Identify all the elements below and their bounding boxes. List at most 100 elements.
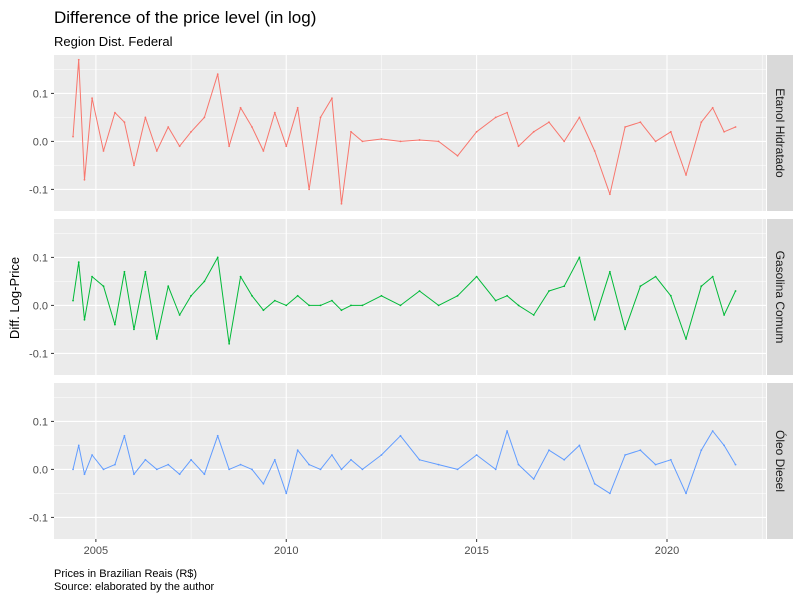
data-point-etanol-hidratado	[578, 116, 581, 119]
data-point-oleo-diesel	[361, 468, 364, 471]
data-point-oleo-diesel	[517, 463, 520, 466]
data-point-etanol-hidratado	[123, 121, 126, 124]
data-point-oleo-diesel	[608, 492, 611, 495]
data-point-gasolina-comum	[331, 299, 333, 302]
data-point-oleo-diesel	[340, 468, 343, 471]
y-tick-label: -0.1	[29, 348, 48, 360]
caption-line-2: Source: elaborated by the author	[54, 581, 215, 593]
data-point-oleo-diesel	[228, 468, 231, 471]
x-tick-label: 2015	[464, 545, 488, 557]
data-point-oleo-diesel	[102, 468, 105, 471]
panel-etanol-hidratado: -0.1 0.0 0.1 Etanol Hidratado	[29, 55, 793, 211]
data-point-etanol-hidratado	[216, 73, 219, 76]
data-point-gasolina-comum	[102, 285, 105, 288]
data-point-oleo-diesel	[578, 444, 581, 447]
data-point-gasolina-comum	[506, 294, 508, 297]
data-point-gasolina-comum	[639, 285, 642, 288]
data-point-gasolina-comum	[578, 256, 581, 259]
data-point-oleo-diesel	[700, 449, 703, 452]
data-point-oleo-diesel	[273, 458, 276, 461]
data-point-oleo-diesel	[723, 444, 726, 447]
data-point-gasolina-comum	[319, 304, 322, 307]
data-point-etanol-hidratado	[593, 150, 596, 152]
panel-oleo-diesel: -0.1 0.0 0.1 Óleo Diesel	[29, 383, 793, 539]
data-point-gasolina-comum	[114, 323, 116, 326]
data-point-oleo-diesel	[456, 468, 459, 471]
data-point-gasolina-comum	[418, 290, 421, 292]
x-axis: 2005 2010 2015 2020	[84, 539, 679, 557]
data-point-etanol-hidratado	[711, 106, 714, 109]
y-tick-label: -0.1	[29, 184, 48, 196]
data-point-gasolina-comum	[350, 304, 352, 307]
data-point-etanol-hidratado	[203, 116, 206, 119]
data-point-etanol-hidratado	[319, 116, 322, 119]
data-point-oleo-diesel	[144, 458, 147, 461]
data-point-gasolina-comum	[624, 328, 627, 331]
data-point-etanol-hidratado	[517, 145, 520, 148]
data-point-gasolina-comum	[83, 318, 86, 321]
data-point-oleo-diesel	[91, 454, 93, 456]
data-point-oleo-diesel	[155, 468, 158, 471]
data-point-gasolina-comum	[361, 304, 364, 307]
data-point-gasolina-comum	[285, 304, 288, 307]
data-point-etanol-hidratado	[475, 130, 478, 133]
series-line-etanol-hidratado	[72, 59, 736, 205]
data-point-oleo-diesel	[437, 463, 440, 466]
data-point-oleo-diesel	[285, 492, 288, 495]
data-point-etanol-hidratado	[144, 116, 147, 119]
data-point-etanol-hidratado	[608, 193, 611, 196]
data-point-oleo-diesel	[216, 434, 219, 437]
data-point-etanol-hidratado	[273, 111, 276, 114]
data-point-gasolina-comum	[593, 318, 596, 321]
data-point-gasolina-comum	[262, 309, 265, 312]
series-line-gasolina-comum	[72, 256, 736, 345]
data-point-gasolina-comum	[475, 275, 478, 278]
data-point-gasolina-comum	[456, 294, 459, 297]
data-point-gasolina-comum	[273, 299, 276, 302]
data-point-etanol-hidratado	[178, 145, 181, 148]
y-tick-label: 0.1	[33, 88, 48, 100]
data-point-gasolina-comum	[72, 299, 74, 302]
data-point-gasolina-comum	[517, 304, 520, 307]
data-point-etanol-hidratado	[361, 140, 364, 143]
chart-title: Difference of the price level (in log)	[54, 8, 316, 27]
data-point-gasolina-comum	[91, 275, 93, 278]
data-point-gasolina-comum	[711, 275, 714, 278]
facet-strip-label: Óleo Diesel	[773, 430, 788, 492]
data-point-etanol-hidratado	[506, 111, 508, 114]
data-point-gasolina-comum	[123, 270, 126, 273]
data-point-oleo-diesel	[380, 454, 383, 456]
data-point-oleo-diesel	[308, 463, 311, 466]
data-point-etanol-hidratado	[285, 145, 288, 148]
data-point-gasolina-comum	[155, 338, 158, 340]
panel-background	[54, 219, 766, 375]
data-point-oleo-diesel	[83, 473, 86, 476]
data-point-oleo-diesel	[593, 482, 596, 485]
data-point-gasolina-comum	[654, 275, 657, 278]
x-tick-label: 2005	[84, 545, 108, 557]
data-point-oleo-diesel	[639, 449, 642, 452]
data-point-etanol-hidratado	[418, 139, 421, 141]
data-point-oleo-diesel	[532, 478, 535, 480]
data-point-oleo-diesel	[190, 458, 192, 461]
y-tick-label: 0.1	[33, 252, 48, 264]
caption-line-1: Prices in Brazilian Reais (R$)	[54, 568, 197, 580]
data-point-gasolina-comum	[228, 342, 231, 345]
facet-strip-etanol-hidratado	[767, 55, 793, 211]
facet-strip-gasolina-comum	[767, 219, 793, 375]
data-point-oleo-diesel	[494, 468, 497, 471]
data-point-oleo-diesel	[72, 468, 74, 471]
data-point-etanol-hidratado	[723, 130, 726, 133]
data-point-gasolina-comum	[144, 270, 147, 273]
data-point-gasolina-comum	[380, 294, 383, 297]
data-point-oleo-diesel	[167, 463, 170, 466]
data-point-oleo-diesel	[350, 458, 352, 461]
y-tick-label: 0.0	[33, 300, 48, 312]
data-point-etanol-hidratado	[639, 121, 642, 124]
data-point-gasolina-comum	[308, 304, 311, 307]
facet-strip-label: Etanol Hidratado	[773, 88, 787, 178]
data-point-etanol-hidratado	[331, 97, 333, 100]
data-point-gasolina-comum	[216, 256, 219, 259]
data-point-oleo-diesel	[624, 454, 627, 456]
